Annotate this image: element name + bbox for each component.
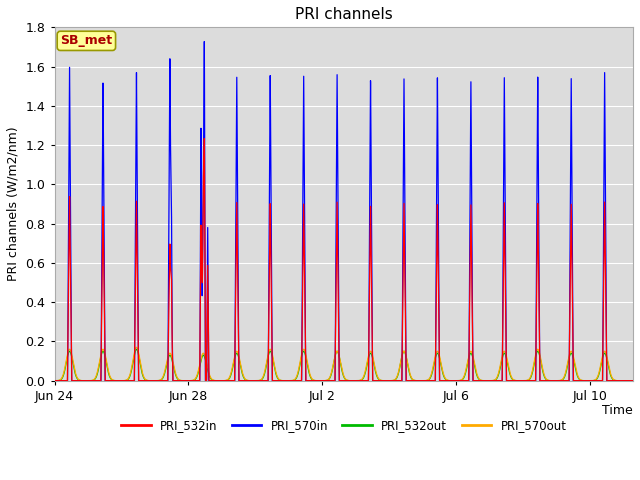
Text: Time: Time bbox=[602, 404, 633, 417]
Title: PRI channels: PRI channels bbox=[295, 7, 393, 22]
Text: SB_met: SB_met bbox=[60, 35, 113, 48]
Y-axis label: PRI channels (W/m2/nm): PRI channels (W/m2/nm) bbox=[7, 127, 20, 281]
Legend: PRI_532in, PRI_570in, PRI_532out, PRI_570out: PRI_532in, PRI_570in, PRI_532out, PRI_57… bbox=[116, 414, 571, 437]
